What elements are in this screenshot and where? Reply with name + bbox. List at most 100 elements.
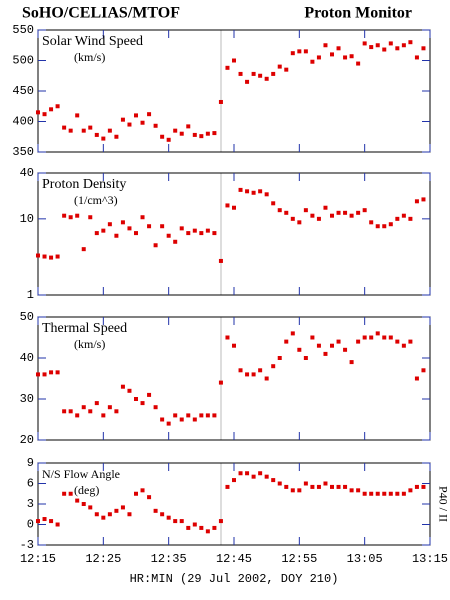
data-point [127, 226, 132, 231]
header-right: Proton Monitor [304, 5, 412, 22]
data-point [49, 255, 54, 260]
y-tick-label: 350 [12, 145, 34, 159]
data-point [68, 215, 73, 220]
data-point [218, 258, 223, 263]
data-point [36, 519, 40, 524]
data-point [245, 189, 250, 194]
data-point [395, 216, 400, 221]
data-point [310, 335, 315, 340]
x-tick-label: 12:35 [151, 552, 187, 566]
data-point [343, 55, 348, 60]
data-point [264, 376, 269, 381]
data-point [303, 49, 308, 54]
data-point [369, 45, 374, 50]
data-point [81, 502, 86, 506]
data-point [166, 515, 171, 520]
y-tick-label: 500 [12, 54, 34, 68]
y-tick-label: 40 [20, 166, 34, 180]
data-point [369, 491, 374, 496]
data-point [212, 413, 217, 418]
y-tick-label: 400 [12, 115, 34, 129]
data-point [225, 484, 230, 489]
data-point [284, 67, 289, 72]
data-point [343, 484, 348, 489]
data-point [114, 508, 119, 513]
data-point [49, 519, 54, 524]
data-point [251, 71, 256, 76]
panel-title: Thermal Speed [42, 321, 127, 336]
data-point [120, 505, 125, 510]
data-point [316, 55, 321, 60]
data-point [284, 484, 289, 489]
annotation: P40 / II [436, 486, 450, 522]
data-point [36, 110, 40, 115]
data-point [179, 417, 184, 422]
data-point [310, 484, 315, 489]
data-point [232, 58, 236, 63]
data-point [101, 136, 106, 141]
data-point [375, 491, 380, 496]
data-point [88, 409, 93, 414]
data-point [94, 401, 99, 406]
data-point [88, 505, 93, 510]
data-point [88, 215, 93, 220]
data-point [42, 112, 47, 117]
panel-subtitle: (deg) [74, 483, 99, 497]
data-point [408, 40, 413, 45]
data-point [251, 372, 256, 377]
data-point [218, 99, 223, 104]
data-point [330, 52, 334, 57]
data-point [258, 189, 263, 194]
data-point [225, 203, 230, 208]
data-point [55, 522, 60, 527]
x-tick-label: 12:15 [20, 552, 56, 566]
data-point [147, 224, 152, 229]
data-point [127, 512, 132, 517]
data-point [408, 488, 413, 493]
data-point [120, 117, 125, 122]
data-point [336, 46, 341, 51]
data-point [75, 413, 80, 418]
data-point [160, 417, 165, 422]
y-tick-label: -3 [20, 538, 34, 552]
data-point [401, 343, 406, 348]
data-point [36, 372, 40, 377]
data-point [120, 220, 125, 225]
data-point [401, 491, 406, 496]
data-point [107, 405, 112, 410]
data-point [120, 384, 125, 389]
data-point [153, 243, 158, 248]
data-point [303, 356, 308, 360]
data-point [356, 488, 361, 493]
data-point [192, 228, 197, 233]
data-point [310, 59, 315, 64]
data-point [49, 370, 54, 375]
data-point [277, 356, 282, 360]
data-point [101, 228, 106, 233]
data-point [114, 409, 119, 414]
data-point [382, 47, 387, 52]
data-point [114, 233, 119, 238]
data-point [362, 491, 367, 496]
data-point [388, 335, 393, 340]
data-point [160, 224, 165, 229]
data-point [173, 128, 178, 133]
data-point [414, 55, 419, 60]
data-point [395, 46, 400, 51]
data-point [212, 525, 217, 530]
data-point [205, 131, 210, 136]
x-tick-label: 12:25 [85, 552, 121, 566]
x-tick-label: 12:45 [216, 552, 252, 566]
y-tick-label: 50 [20, 310, 34, 324]
data-point [94, 132, 99, 137]
panel-subtitle: (km/s) [74, 50, 105, 64]
data-point [218, 380, 223, 385]
data-point [297, 220, 302, 225]
data-point [343, 347, 348, 352]
data-point [81, 405, 86, 410]
data-point [421, 197, 426, 202]
data-point [245, 79, 250, 84]
data-point [297, 49, 302, 54]
data-point [388, 491, 393, 496]
data-point [303, 208, 308, 213]
